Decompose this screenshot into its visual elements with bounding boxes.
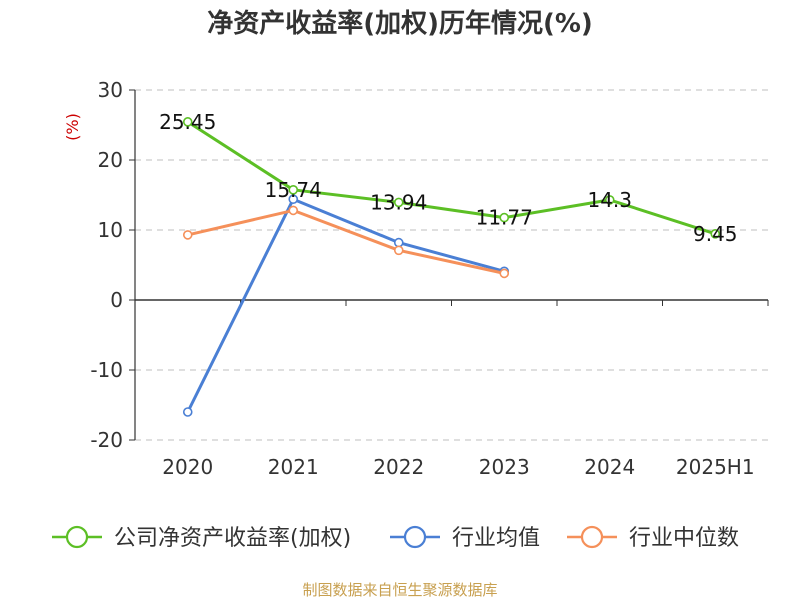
data-point <box>393 245 404 256</box>
y-tick-label: 30 <box>98 78 123 102</box>
x-tick-label: 2023 <box>479 455 530 479</box>
y-tick-label: -10 <box>90 358 123 382</box>
y-tick-label: -20 <box>90 428 123 452</box>
data-point <box>288 185 299 195</box>
source-note: 制图数据来自恒生聚源数据库 <box>302 581 497 599</box>
y-tick-label: 10 <box>98 218 123 242</box>
series-line-0 <box>186 120 716 236</box>
data-point <box>288 205 299 216</box>
series-line-2 <box>187 208 505 275</box>
x-tick-label: 2020 <box>162 455 213 479</box>
chart-title: 净资产收益率(加权)历年情况(%) <box>207 8 593 39</box>
data-point <box>710 229 721 239</box>
legend-label: 行业中位数 <box>629 526 739 551</box>
data-point <box>393 237 404 248</box>
legend-marker-icon <box>580 525 604 549</box>
legend-label: 公司净资产收益率(加权) <box>114 526 351 551</box>
y-tick-label: 20 <box>98 148 123 172</box>
data-point <box>393 197 404 208</box>
series-line-1 <box>186 197 505 413</box>
data-point <box>499 212 510 223</box>
data-point <box>604 195 615 205</box>
data-label: 14.3 <box>587 188 632 212</box>
series-lines <box>182 117 721 417</box>
legend-marker-icon <box>403 525 427 549</box>
x-tick-label: 2022 <box>373 455 424 479</box>
data-label: 25.45 <box>159 110 216 134</box>
y-axis-label: (%) <box>63 113 82 141</box>
data-label: 9.45 <box>693 222 738 246</box>
data-point <box>288 194 299 204</box>
data-point <box>182 117 193 127</box>
legend-label: 行业均值 <box>452 526 540 551</box>
legend-marker-icon <box>65 525 89 549</box>
data-labels: 25.45 15.74 13.94 11.77 14.3 9.45 <box>159 110 737 246</box>
data-point <box>499 268 510 279</box>
axes: 30 20 10 0 -10 -20 2020 2021 2022 2023 2024 2025H1 <box>90 78 769 479</box>
data-point <box>182 407 193 417</box>
data-label: 13.94 <box>370 190 427 214</box>
data-label: 15.74 <box>265 178 322 202</box>
x-tick-label: 2024 <box>584 455 635 479</box>
legend: 公司净资产收益率(加权) 行业均值 行业中位数 <box>52 525 739 551</box>
grid-lines <box>135 89 768 441</box>
x-tick-label: 2021 <box>268 455 319 479</box>
x-tick-label: 2025H1 <box>676 455 755 479</box>
data-point <box>182 230 193 240</box>
y-tick-label: 0 <box>110 288 123 312</box>
data-label: 11.77 <box>476 206 533 230</box>
